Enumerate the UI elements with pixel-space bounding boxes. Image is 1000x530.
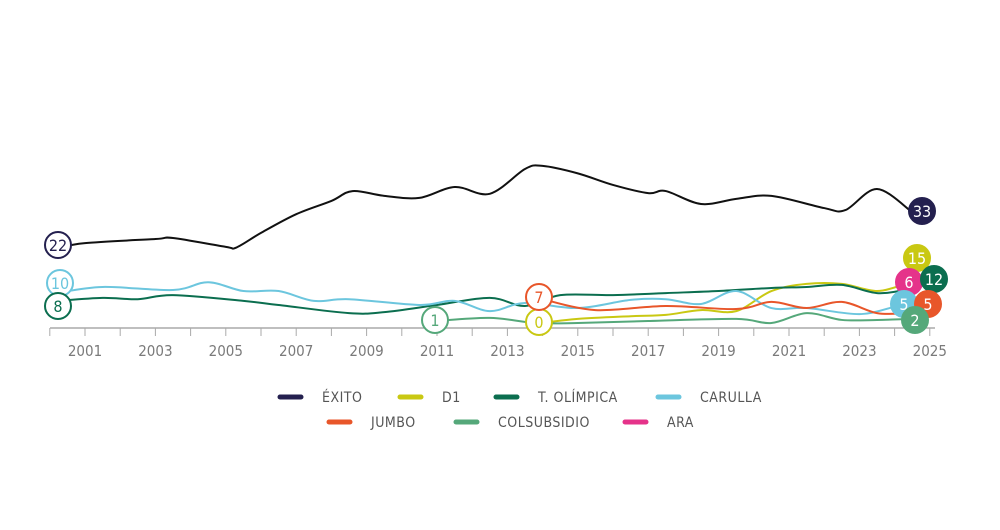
legend-item: T. OLÍMPICA xyxy=(493,389,618,406)
value-marker xyxy=(908,197,936,225)
value-text: 22 xyxy=(49,236,67,255)
value-text: 5 xyxy=(923,295,932,314)
value-text: 7 xyxy=(534,288,543,307)
end-value-label: 12 xyxy=(920,265,948,293)
start-value-label: 22 xyxy=(44,231,72,259)
value-marker xyxy=(44,231,72,259)
legend-item: ÉXITO xyxy=(277,389,362,406)
value-marker xyxy=(525,283,553,311)
series-line--xito xyxy=(56,164,913,250)
value-text: 12 xyxy=(925,270,943,289)
x-tick-label: 2011 xyxy=(420,342,454,360)
legend-label: CARULLA xyxy=(700,390,762,406)
end-value-label: 2 xyxy=(901,306,929,334)
value-text: 6 xyxy=(904,273,913,292)
end-value-label: 33 xyxy=(908,197,936,225)
value-text: 8 xyxy=(53,297,62,316)
x-tick-label: 2021 xyxy=(772,342,806,360)
value-text: 33 xyxy=(913,202,931,221)
legend-item: JUMBO xyxy=(326,415,416,431)
value-text: 5 xyxy=(899,295,908,314)
start-value-label: 7 xyxy=(525,283,553,311)
value-text: 0 xyxy=(534,313,543,332)
x-tick-label: 2017 xyxy=(631,342,665,360)
value-marker xyxy=(44,292,72,320)
x-tick-label: 2013 xyxy=(490,342,524,360)
end-value-label: 15 xyxy=(903,244,931,272)
x-tick-label: 2019 xyxy=(701,342,735,360)
legend-item: ARA xyxy=(622,415,694,431)
value-text: 1 xyxy=(430,311,439,330)
legend-label: T. OLÍMPICA xyxy=(537,389,618,406)
x-tick-label: 2025 xyxy=(913,342,947,360)
value-text: 2 xyxy=(910,311,919,330)
series-line-t-ol-mpica xyxy=(56,283,906,315)
x-tick-label: 2001 xyxy=(68,342,102,360)
value-marker xyxy=(421,306,449,334)
series-line-jumbo xyxy=(542,298,906,315)
start-value-label: 8 xyxy=(44,292,72,320)
legend-label: JUMBO xyxy=(370,415,416,431)
series-line-d1 xyxy=(542,282,906,324)
legend-item: CARULLA xyxy=(655,390,762,406)
legend-label: ÉXITO xyxy=(322,389,362,406)
legend-item: D1 xyxy=(397,390,461,406)
legend-label: ARA xyxy=(667,415,694,431)
value-text: 10 xyxy=(51,274,69,293)
start-value-label: 1 xyxy=(421,306,449,334)
series-line-carulla xyxy=(56,281,913,316)
start-value-label: 10 xyxy=(46,269,74,297)
x-tick-label: 2003 xyxy=(138,342,172,360)
legend-label: D1 xyxy=(442,390,461,406)
value-marker xyxy=(901,306,929,334)
x-tick-label: 2015 xyxy=(561,342,595,360)
value-text: 15 xyxy=(908,249,926,268)
legend-item: COLSUBSIDIO xyxy=(453,415,590,431)
start-value-label: 0 xyxy=(525,308,553,336)
x-tick-label: 2005 xyxy=(209,342,243,360)
x-tick-label: 2023 xyxy=(842,342,876,360)
legend-label: COLSUBSIDIO xyxy=(498,415,590,431)
x-tick-label: 2009 xyxy=(349,342,383,360)
x-tick-label: 2007 xyxy=(279,342,313,360)
